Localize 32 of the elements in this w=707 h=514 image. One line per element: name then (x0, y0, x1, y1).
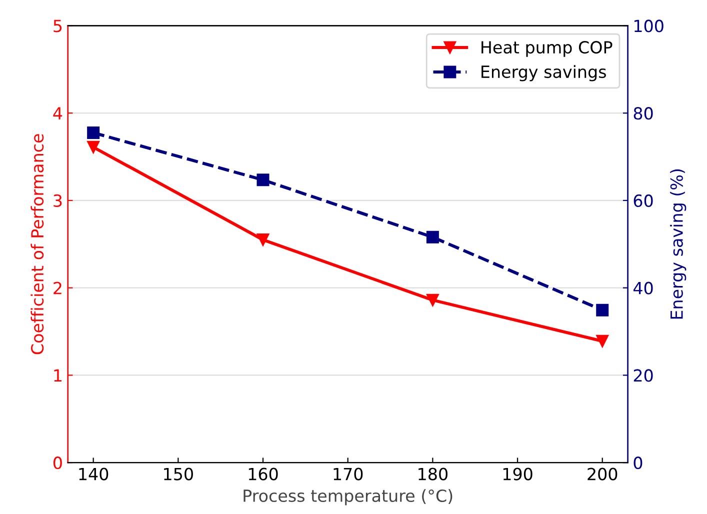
y-tick-label: 3 (54, 194, 62, 208)
y-tick-label: 4 (53, 107, 62, 120)
point (87, 140, 100, 154)
y2-tick-label: 40 (633, 282, 653, 294)
y-tick-label: 0 (54, 456, 62, 470)
y-tick-label: 1 (54, 369, 62, 382)
y-axis-title: Coefficient of Performance (30, 134, 44, 354)
point (426, 294, 439, 306)
x-tick-label: 180 (418, 468, 448, 480)
x-tick-label: 190 (503, 468, 532, 480)
point (426, 230, 439, 244)
legend-label: Heat pump COP (482, 40, 612, 57)
y-tick-label: 5 (54, 20, 62, 32)
legend-label: Energy savings (482, 65, 606, 82)
x-tick-label: 150 (164, 468, 193, 480)
y2-tick-label: 60 (634, 194, 653, 208)
x-tick-label: 200 (588, 468, 618, 480)
y-tick-label: 2 (54, 282, 62, 294)
point (87, 126, 100, 139)
x-tick-label: 160 (248, 468, 278, 480)
y2-tick-label: 0 (634, 456, 642, 470)
x-tick-label: 140 (79, 468, 108, 480)
point (256, 234, 270, 246)
y2-tick-label: 20 (634, 369, 653, 382)
x-axis-title: Process temperature (°C) (244, 489, 452, 506)
y2-axis-title: Energy saving (%) (670, 169, 686, 319)
y2-tick-label: 100 (634, 20, 664, 32)
point (596, 334, 609, 348)
point (596, 304, 609, 316)
y2-tick-label: 80 (634, 107, 653, 120)
x-tick-label: 170 (334, 468, 363, 480)
point (256, 174, 270, 186)
